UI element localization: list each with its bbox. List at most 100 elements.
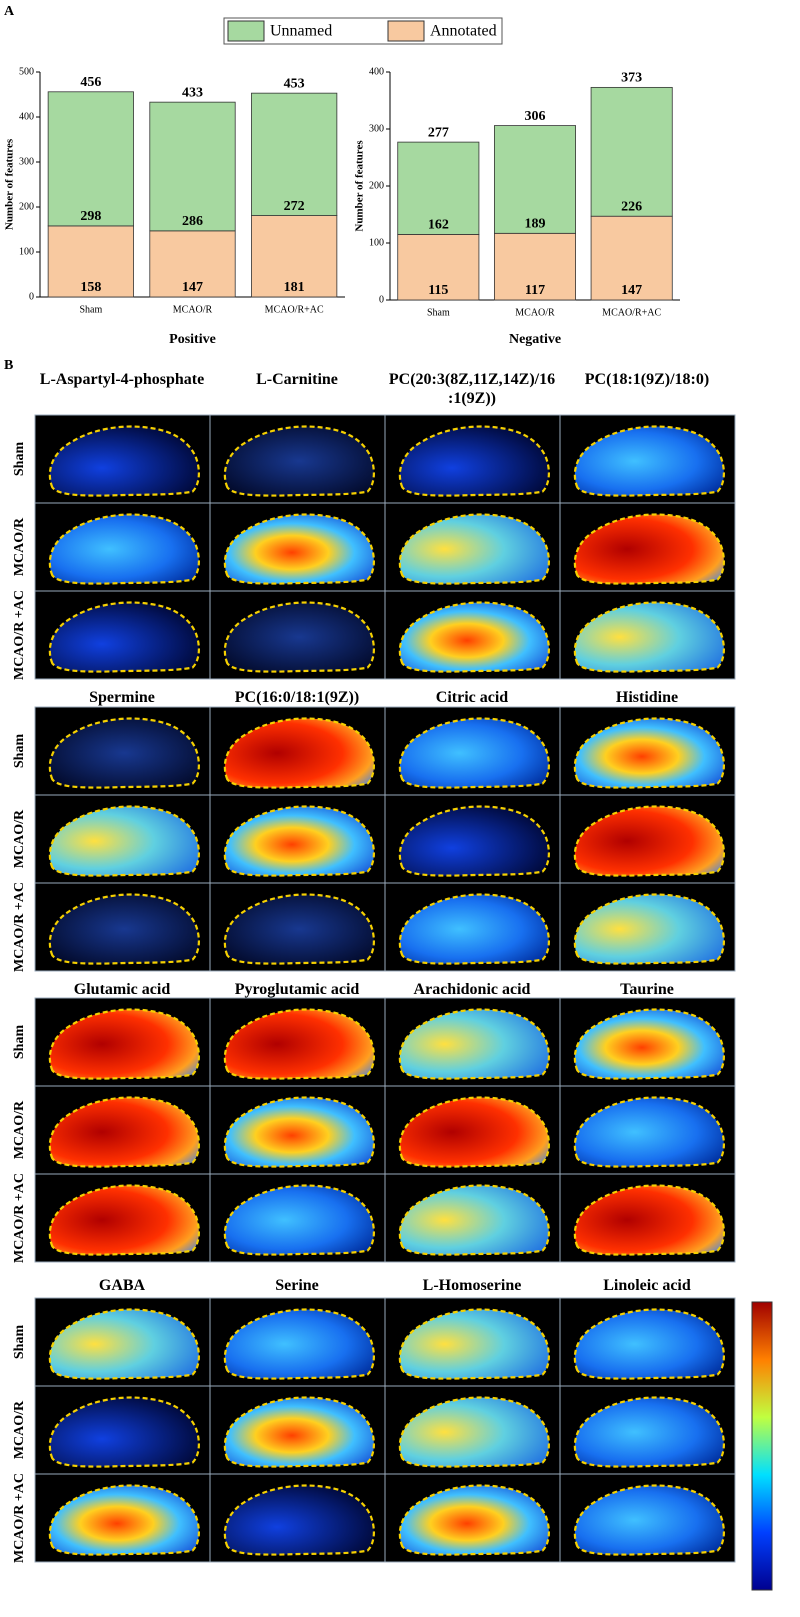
- data-label: 181: [284, 280, 305, 295]
- y-tick-label: 400: [369, 66, 384, 77]
- tissue: [225, 1010, 374, 1079]
- tissue: [575, 515, 724, 584]
- column-title: Arachidonic acid: [413, 981, 531, 998]
- column-title: PC(20:3(8Z,11Z,14Z)/16:1(9Z)): [388, 371, 556, 407]
- bar-segment: [149, 230, 236, 298]
- column-title: GABA: [98, 1277, 146, 1294]
- bar-segment: [493, 125, 576, 234]
- tissue: [575, 1486, 724, 1555]
- tissue: [50, 895, 199, 964]
- x-tick-label: MCAO/R: [173, 304, 213, 315]
- tissue: [50, 515, 199, 584]
- data-label: 226: [621, 199, 642, 214]
- tissue: [575, 1186, 724, 1255]
- tissue: [575, 895, 724, 964]
- tissue: [225, 719, 374, 788]
- tissue: [225, 1398, 374, 1467]
- tissue: [225, 807, 374, 876]
- y-tick-label: 200: [369, 180, 384, 191]
- tissue: [400, 895, 549, 964]
- y-axis-label: Number of features: [354, 140, 366, 232]
- column-title: L-Aspartyl-4-phosphate: [39, 371, 205, 388]
- tissue: [50, 1010, 199, 1079]
- x-tick-label: MCAO/R+AC: [265, 304, 324, 315]
- tissue: [50, 1186, 199, 1255]
- y-tick-label: 300: [369, 123, 384, 134]
- total-label: 277: [428, 125, 449, 140]
- tissue: [400, 1398, 549, 1467]
- column-title: L-Carnitine: [256, 371, 338, 388]
- data-label: 189: [525, 217, 546, 232]
- x-axis-label: Negative: [509, 332, 561, 347]
- tissue: [400, 1010, 549, 1079]
- y-axis-label: Number of features: [4, 138, 16, 230]
- column-title: Linoleic acid: [603, 1277, 691, 1294]
- legend-swatch: [227, 20, 265, 42]
- tissue: [50, 1398, 199, 1467]
- row-label: MCAO/R +AC: [12, 590, 27, 680]
- column-title: Citric acid: [435, 689, 509, 706]
- tissue: [400, 1310, 549, 1379]
- row-label: MCAO/R +AC: [12, 882, 27, 972]
- x-tick-label: Sham: [427, 307, 450, 318]
- column-title: Serine: [275, 1277, 319, 1294]
- total-label: 373: [621, 71, 642, 86]
- data-label: 147: [621, 283, 642, 298]
- tissue: [50, 1098, 199, 1167]
- tissue: [225, 427, 374, 496]
- x-tick-label: MCAO/R: [515, 307, 555, 318]
- y-tick-label: 100: [369, 237, 384, 248]
- tissue: [225, 1098, 374, 1167]
- data-label: 117: [525, 283, 545, 298]
- row-label: MCAO/R: [12, 809, 27, 868]
- tissue: [400, 515, 549, 584]
- bar-segment: [47, 225, 134, 298]
- column-title: L-Homoserine: [422, 1277, 522, 1294]
- row-label: MCAO/R: [12, 1400, 27, 1459]
- tissue: [225, 1486, 374, 1555]
- legend-swatch: [387, 20, 425, 42]
- bar-segment: [397, 234, 480, 301]
- tissue: [225, 1186, 374, 1255]
- tissue: [400, 807, 549, 876]
- bar-segment: [397, 141, 480, 235]
- y-tick-label: 500: [19, 66, 34, 77]
- total-label: 456: [80, 75, 101, 90]
- row-label: MCAO/R: [12, 517, 27, 576]
- total-label: 453: [284, 76, 305, 91]
- tissue: [575, 1398, 724, 1467]
- tissue: [400, 1186, 549, 1255]
- x-axis-label: Positive: [169, 332, 216, 347]
- tissue: [225, 603, 374, 672]
- column-title: Histidine: [615, 689, 679, 706]
- data-label: 158: [80, 280, 101, 295]
- tissue: [50, 807, 199, 876]
- row-label: MCAO/R +AC: [12, 1473, 27, 1563]
- tissue: [575, 1310, 724, 1379]
- tissue: [400, 1098, 549, 1167]
- data-label: 115: [428, 283, 448, 298]
- tissue: [575, 427, 724, 496]
- row-label: Sham: [12, 1325, 27, 1360]
- tissue: [50, 1310, 199, 1379]
- x-tick-label: MCAO/R+AC: [602, 307, 661, 318]
- legend-label: Annotated: [430, 23, 497, 40]
- tissue: [575, 719, 724, 788]
- panel-label: B: [4, 358, 13, 373]
- tissue: [225, 515, 374, 584]
- y-tick-label: 0: [379, 294, 384, 305]
- bar-segment: [149, 101, 236, 232]
- data-label: 272: [284, 199, 305, 214]
- tissue: [575, 1098, 724, 1167]
- tissue: [50, 1486, 199, 1555]
- bar-segment: [251, 215, 338, 298]
- row-label: MCAO/R: [12, 1100, 27, 1159]
- legend-label: Unnamed: [270, 23, 332, 40]
- tissue: [400, 603, 549, 672]
- column-title: Taurine: [620, 981, 674, 998]
- tissue: [400, 1486, 549, 1555]
- data-label: 298: [80, 209, 101, 224]
- tissue: [50, 719, 199, 788]
- tissue: [225, 1310, 374, 1379]
- row-label: MCAO/R +AC: [12, 1173, 27, 1263]
